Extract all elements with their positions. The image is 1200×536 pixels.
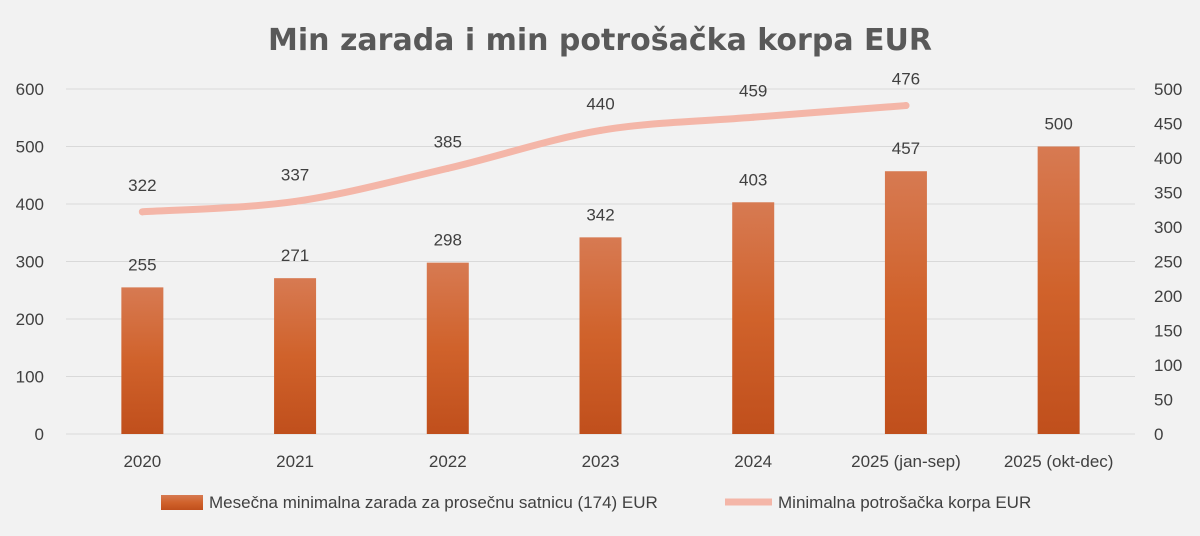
bar-data-label: 298 [434,231,462,250]
line-point [749,113,757,121]
bar-data-label: 342 [586,205,614,224]
line-point [444,164,452,172]
bar-data-label: 255 [128,255,156,274]
line-data-label: 385 [434,132,462,151]
right-tick-label: 500 [1154,80,1182,99]
x-tick-label: 2021 [276,452,314,471]
right-tick-label: 50 [1154,391,1173,410]
left-tick-label: 600 [16,80,44,99]
left-tick-label: 200 [16,310,44,329]
right-tick-label: 100 [1154,356,1182,375]
bar-data-label: 457 [892,139,920,158]
x-tick-label: 2025 (okt-dec) [1004,452,1114,471]
left-tick-label: 100 [16,368,44,387]
bar [732,202,775,434]
line-path [138,102,910,216]
right-axis: 0 50 100 150 200 250 300 350 400 450 500 [1154,80,1182,444]
line-data-label: 459 [739,81,767,100]
line-series: 322 337 385 440 459 476 [128,70,920,216]
x-tick-label: 2022 [429,452,467,471]
bar [426,262,469,434]
right-tick-label: 250 [1154,253,1182,272]
bar [884,171,927,434]
x-tick-label: 2024 [734,452,772,471]
line-point [138,208,146,216]
bar [274,278,317,434]
x-tick-label: 2025 (jan-sep) [851,452,961,471]
line-point [597,126,604,134]
bar-data-label: 500 [1044,115,1072,134]
x-tick-label: 2023 [582,452,620,471]
legend-bar-label: Mesečna minimalna zarada za prosečnu sat… [209,493,658,512]
x-tick-label: 2020 [123,452,161,471]
bar [121,287,164,434]
right-tick-label: 300 [1154,218,1182,237]
left-axis: 0 100 200 300 400 500 600 [16,80,44,444]
bar [1037,146,1080,434]
right-tick-label: 400 [1154,149,1182,168]
left-tick-label: 300 [16,253,44,272]
legend: Mesečna minimalna zarada za prosečnu sat… [161,493,1031,512]
chart-title: Min zarada i min potrošačka korpa EUR [268,23,932,58]
legend-line-label: Minimalna potrošačka korpa EUR [778,493,1031,512]
line-data-label: 440 [586,94,614,113]
bar-series: 255 271 298 342 403 457 500 [121,115,1080,434]
legend-bar-swatch [161,495,203,510]
left-tick-label: 400 [16,195,44,214]
right-tick-label: 450 [1154,115,1182,134]
right-tick-label: 200 [1154,287,1182,306]
line-data-label: 476 [892,70,920,89]
right-tick-label: 150 [1154,322,1182,341]
line-point [291,197,299,205]
left-tick-label: 0 [35,425,44,444]
line-data-label: 337 [281,165,309,184]
x-axis: 2020 2021 2022 2023 2024 2025 (jan-sep) 2025 (… [123,452,1113,471]
line-point [902,102,910,110]
left-tick-label: 500 [16,138,44,157]
line-data-label: 322 [128,176,156,195]
right-tick-label: 350 [1154,184,1182,203]
bar-data-label: 271 [281,246,309,265]
right-tick-label: 0 [1154,425,1163,444]
bar [579,237,622,434]
bar-data-label: 403 [739,170,767,189]
